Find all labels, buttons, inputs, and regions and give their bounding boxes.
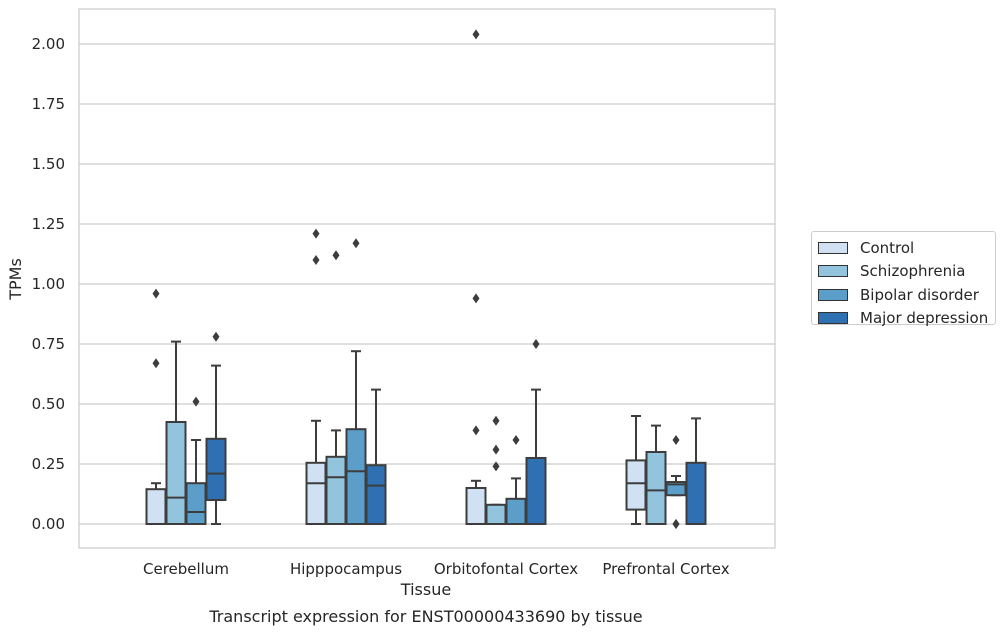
outlier-point: [472, 425, 480, 436]
outlier-point: [152, 288, 160, 299]
legend-swatch: [818, 312, 848, 325]
legend-label: Control: [860, 238, 915, 257]
outlier-point: [472, 29, 480, 40]
x-tick-labels: Cerebellum Hipppocampus Orbitofontal Corte…: [143, 560, 730, 578]
outlier-point: [472, 293, 480, 304]
outlier-point: [312, 228, 320, 239]
legend-item: Bipolar disorder: [818, 283, 995, 307]
outlier-point: [512, 435, 520, 445]
plot-frame: [78, 8, 776, 549]
x-tick-label: Cerebellum: [143, 560, 229, 578]
y-tick-label: 1.00: [32, 275, 65, 293]
x-tick-label: Orbitofontal Cortex: [434, 560, 578, 578]
outlier-point: [312, 255, 320, 265]
legend-swatch: [818, 241, 848, 254]
box: [485, 503, 507, 525]
chart-title: Transcript expression for ENST0000043369…: [208, 607, 642, 626]
outlier-point: [492, 461, 500, 472]
outlier-point: [352, 238, 360, 249]
outlier-point: [532, 339, 540, 349]
box: [145, 488, 167, 526]
outlier-point: [212, 331, 220, 342]
outlier-point: [672, 435, 680, 445]
legend: Control Schizophrenia Bipolar disorder Majo…: [811, 231, 996, 327]
y-tick-label: 1.75: [32, 95, 65, 113]
y-tick-label: 0.75: [32, 335, 65, 353]
outlier-point: [332, 250, 340, 261]
legend-label: Schizophrenia: [860, 262, 966, 281]
box-bipolar-disorder: [185, 396, 207, 526]
legend-item: Control: [818, 236, 995, 260]
box: [305, 461, 327, 525]
x-tick-label: Hipppocampus: [290, 560, 402, 578]
box-schizophrenia: [645, 424, 667, 525]
y-tick-label: 1.25: [32, 215, 65, 233]
x-axis-label: Tissue: [400, 580, 451, 599]
box-plots: [145, 29, 707, 529]
legend-label: Major depression: [860, 309, 989, 328]
box: [645, 451, 667, 525]
box-control: [625, 415, 647, 525]
box-bipolar-disorder: [505, 435, 527, 525]
box: [685, 461, 707, 525]
legend-swatch: [818, 288, 848, 301]
box-bipolar-disorder: [345, 238, 367, 526]
y-tick-label: 0.50: [32, 395, 65, 413]
y-tick-label: 1.50: [32, 155, 65, 173]
outlier-point: [152, 358, 160, 369]
x-tick-label: Prefrontal Cortex: [602, 560, 729, 578]
box-control: [145, 288, 167, 526]
box-major-depression: [365, 388, 387, 526]
y-tick-labels: 0.00 0.25 0.50 0.75 1.00 1.25 1.50 1.75 2.00: [32, 35, 65, 533]
y-axis-label: TPMs: [6, 258, 25, 301]
box-bipolar-disorder: [665, 435, 687, 529]
y-tick-label: 0.00: [32, 515, 65, 533]
outlier-point: [492, 415, 500, 426]
box: [525, 457, 547, 525]
box: [465, 487, 487, 525]
legend-swatch: [818, 265, 848, 278]
y-tick-label: 2.00: [32, 35, 65, 53]
y-tick-label: 0.25: [32, 455, 65, 473]
legend-label: Bipolar disorder: [860, 285, 979, 304]
outlier-point: [492, 444, 500, 455]
box: [325, 455, 347, 525]
box-major-depression: [205, 331, 227, 525]
box: [625, 459, 647, 511]
box-control: [305, 228, 327, 525]
outlier-point: [192, 396, 200, 407]
box: [365, 464, 387, 526]
box: [505, 497, 527, 525]
legend-item: Schizophrenia: [818, 260, 995, 284]
box: [345, 428, 367, 526]
legend-item: Major depression: [818, 307, 995, 331]
box: [185, 482, 207, 526]
box: [165, 421, 187, 525]
outlier-point: [672, 519, 680, 529]
box-major-depression: [525, 339, 547, 525]
box: [205, 437, 227, 501]
box-schizophrenia: [325, 250, 347, 525]
box-schizophrenia: [165, 340, 187, 525]
box-schizophrenia: [485, 415, 507, 525]
box-major-depression: [685, 417, 707, 525]
